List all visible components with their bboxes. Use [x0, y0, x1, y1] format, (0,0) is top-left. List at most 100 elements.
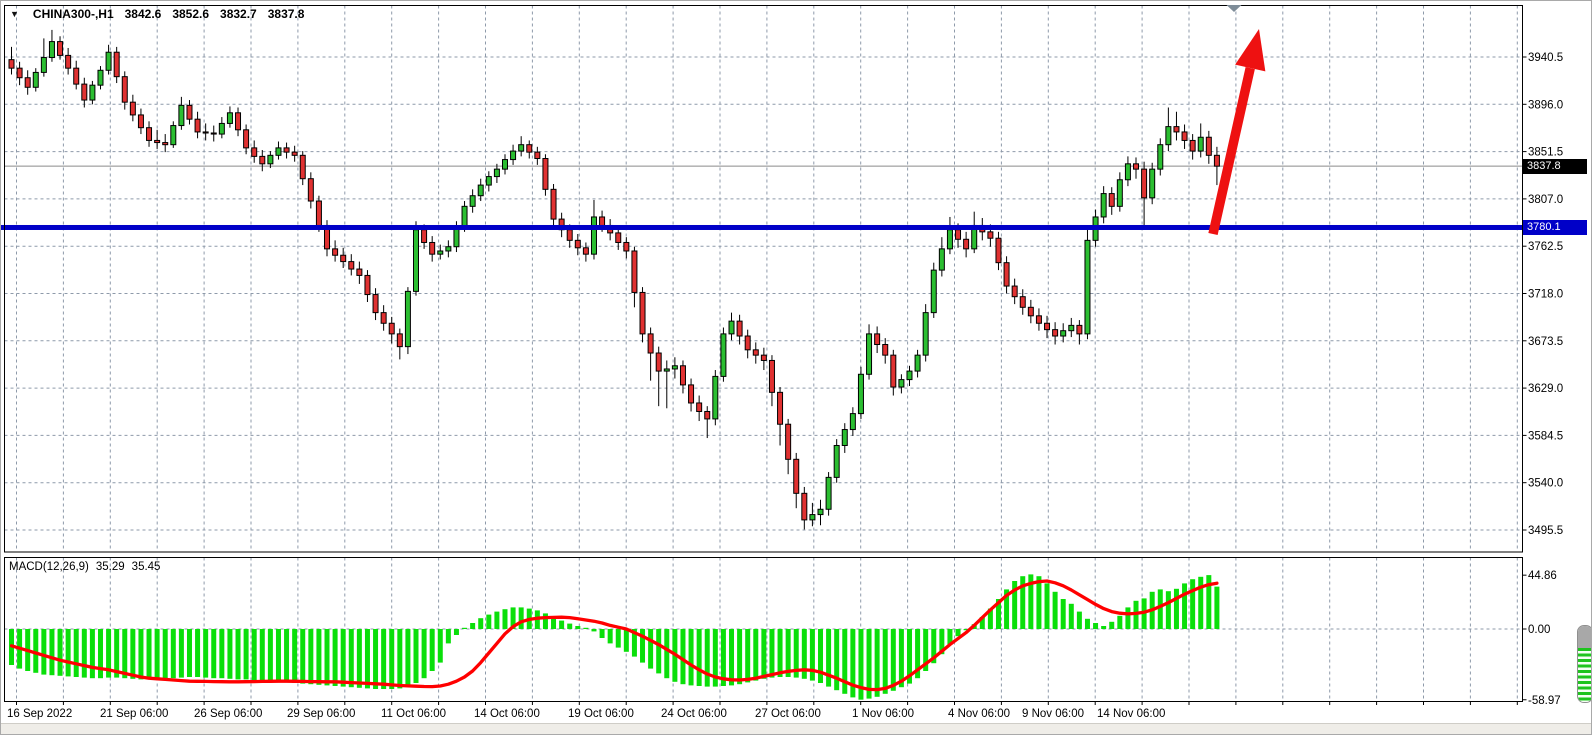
- candle-body: [744, 335, 751, 351]
- time-axis-label: 1 Nov 06:00: [852, 708, 914, 720]
- candle-body: [590, 216, 597, 255]
- macd-histogram-bar: [704, 629, 710, 687]
- candle-body: [243, 129, 250, 149]
- macd-histogram-bar: [154, 629, 160, 680]
- macd-histogram-bar: [1198, 576, 1204, 629]
- macd-signal-line: [9, 579, 1219, 692]
- candle-body: [1052, 329, 1059, 337]
- macd-value: 35.29: [95, 561, 125, 573]
- macd-title: MACD(12,26,9): [9, 561, 89, 573]
- candle-body: [1044, 322, 1051, 331]
- candle-body: [639, 291, 646, 335]
- trend-arrow-shaft: [1208, 66, 1255, 236]
- macd-histogram-bar: [397, 629, 403, 689]
- candle-body: [890, 354, 897, 388]
- macd-histogram-bar: [1076, 611, 1082, 629]
- macd-histogram-bar: [1182, 583, 1188, 629]
- macd-histogram-bar: [1060, 599, 1066, 629]
- time-axis-label: 16 Sep 2022: [7, 708, 72, 720]
- macd-histogram-bar: [41, 629, 47, 675]
- macd-histogram-bar: [818, 629, 823, 683]
- macd-histogram-bar: [1173, 588, 1179, 629]
- time-axis-label: 27 Oct 06:00: [755, 708, 821, 720]
- macd-histogram-bar: [591, 629, 597, 632]
- macd-signal-value: 35.45: [131, 561, 161, 573]
- candle-body: [1181, 131, 1188, 141]
- macd-histogram-bar: [57, 629, 63, 676]
- price-axis-label: 3807.0: [1528, 194, 1563, 206]
- macd-histogram-bar: [777, 629, 783, 677]
- candle-body: [874, 333, 881, 346]
- symbol-period-label: CHINA300-,H1: [32, 7, 114, 21]
- macd-histogram-bar: [542, 613, 548, 629]
- macd-histogram-bar: [494, 611, 500, 629]
- candle-body: [1124, 163, 1131, 181]
- candle-body: [413, 229, 419, 292]
- price-axis-label: 3851.5: [1528, 147, 1563, 159]
- candle-body: [631, 250, 638, 293]
- macd-histogram-bar: [631, 629, 637, 657]
- candle-body: [1060, 330, 1067, 337]
- macd-indicator-label: MACD(12,26,9) 35.29 35.45: [9, 561, 160, 573]
- macd-histogram-bar: [737, 629, 743, 685]
- candle-body: [1213, 154, 1220, 167]
- macd-histogram-bar: [251, 629, 257, 680]
- macd-histogram-bar: [114, 629, 120, 678]
- macd-histogram-bar: [979, 617, 985, 629]
- time-axis-label: 29 Sep 06:00: [287, 708, 355, 720]
- candle-body: [696, 402, 703, 412]
- candle-body: [461, 205, 468, 228]
- macd-histogram-bar: [73, 629, 79, 677]
- candle-body: [48, 41, 55, 59]
- symbol-dropdown-icon[interactable]: ▼: [10, 9, 19, 19]
- candle-body: [1197, 136, 1204, 152]
- candle-body: [469, 195, 476, 207]
- macd-histogram-bar: [1028, 574, 1034, 629]
- candle-body: [566, 229, 573, 241]
- trend-arrow-head: [1235, 29, 1266, 72]
- macd-histogram-bar: [122, 629, 128, 679]
- macd-histogram-bar: [874, 629, 880, 697]
- candle-body: [81, 83, 88, 101]
- candle-body: [16, 67, 23, 79]
- macd-histogram-bar: [33, 629, 39, 673]
- macd-histogram-bar: [356, 629, 362, 688]
- candle-body: [8, 59, 15, 69]
- macd-histogram-bar: [227, 629, 233, 679]
- candle-body: [987, 231, 994, 239]
- price-axis-label: 3718.0: [1528, 288, 1563, 300]
- macd-histogram-bar: [259, 629, 265, 681]
- time-axis-label: 4 Nov 06:00: [948, 708, 1010, 720]
- macd-axis-label: -58.97: [1528, 695, 1561, 707]
- macd-histogram-bar: [1117, 615, 1123, 629]
- macd-histogram-bar: [640, 629, 646, 663]
- macd-histogram-bar: [745, 629, 751, 683]
- candle-body: [421, 229, 428, 243]
- scrollbar-grip[interactable]: [1578, 626, 1591, 648]
- candle-body: [574, 239, 581, 249]
- time-axis-label: 26 Sep 06:00: [194, 708, 262, 720]
- macd-histogram-bar: [413, 629, 419, 683]
- macd-histogram-bar: [162, 629, 168, 679]
- macd-histogram-bar: [130, 629, 136, 679]
- price-axis-label: 3673.5: [1528, 336, 1563, 348]
- macd-histogram-bar: [316, 629, 322, 685]
- candle-body: [1100, 193, 1107, 218]
- candle-body: [768, 359, 775, 393]
- candle-body: [785, 423, 792, 460]
- right-scrollbar[interactable]: [1577, 625, 1591, 703]
- candle-body: [493, 168, 500, 178]
- macd-histogram-bar: [785, 629, 791, 677]
- macd-histogram-bar: [1109, 621, 1115, 629]
- candle-body: [582, 247, 589, 255]
- macd-histogram-bar: [809, 629, 815, 681]
- macd-histogram-bar: [1084, 618, 1090, 629]
- candle-body: [32, 71, 39, 88]
- candle-body: [396, 333, 403, 348]
- price-axis-label: 3495.5: [1528, 525, 1563, 537]
- macd-histogram-bar: [696, 629, 702, 686]
- macd-histogram-bar: [106, 629, 112, 678]
- candle-body: [752, 349, 759, 356]
- candle-body: [720, 333, 727, 377]
